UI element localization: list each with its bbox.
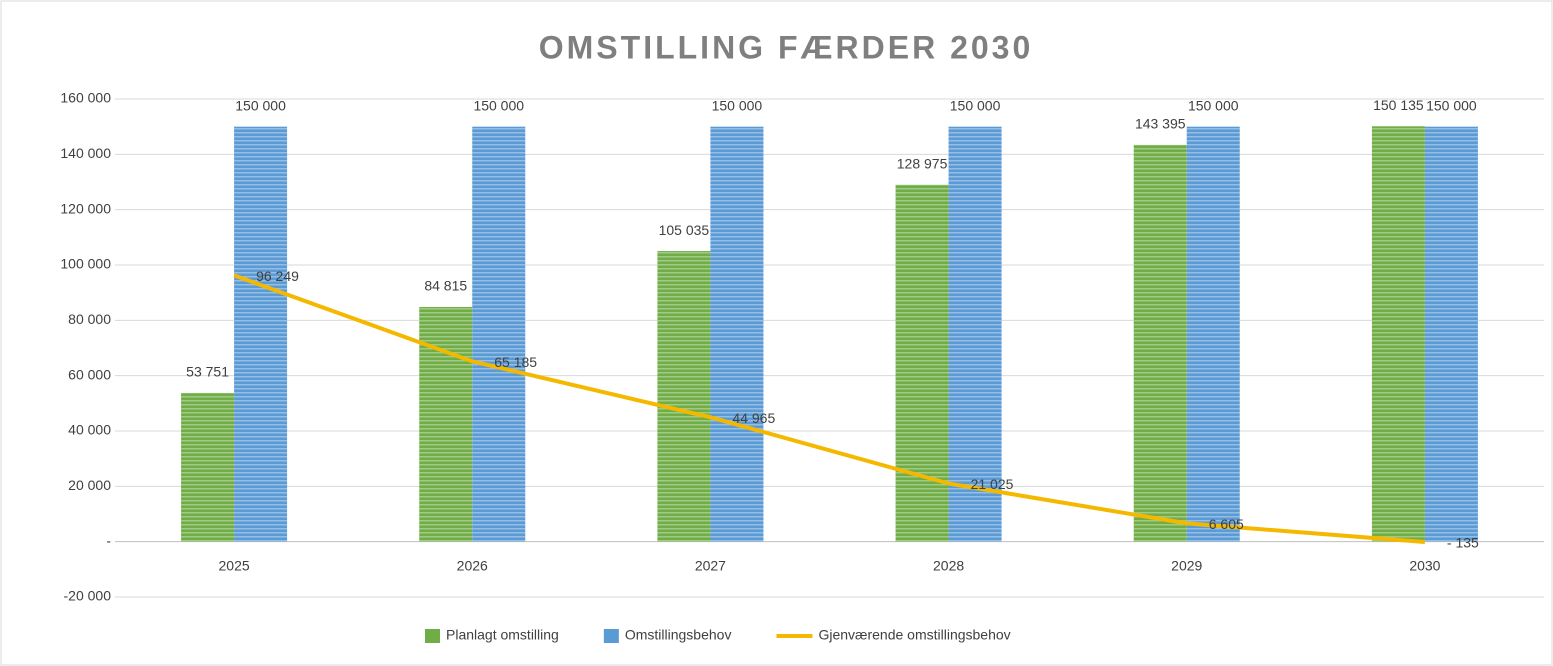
data-label: 143 395	[1135, 116, 1186, 132]
x-tick-label: 2030	[1409, 557, 1440, 573]
data-label: 84 815	[424, 278, 467, 294]
y-tick-label: 160 000	[60, 90, 111, 106]
bar-texture	[419, 307, 473, 542]
legend-swatch	[603, 629, 619, 643]
bar-texture	[1371, 126, 1425, 542]
chart-title: OMSTILLING FÆRDER 2030	[539, 29, 1034, 65]
y-tick-label: 140 000	[60, 145, 111, 161]
bar-texture	[948, 126, 1002, 542]
bar-texture	[234, 126, 288, 542]
data-label: 128 975	[897, 156, 948, 172]
data-label: 65 185	[494, 354, 537, 370]
bar-texture	[1186, 126, 1240, 542]
y-tick-label: -20 000	[64, 588, 112, 604]
y-tick-label: 60 000	[68, 366, 111, 382]
bar-texture	[181, 392, 235, 542]
data-label: 21 025	[971, 476, 1014, 492]
data-label: 150 135	[1373, 97, 1424, 113]
data-label: 150 000	[712, 97, 763, 113]
data-label: 150 000	[235, 97, 286, 113]
bar-texture	[1133, 144, 1187, 542]
y-tick-label: -	[106, 532, 111, 548]
legend-label: Omstillingsbehov	[625, 627, 732, 643]
x-tick-label: 2029	[1171, 557, 1202, 573]
y-tick-label: 120 000	[60, 200, 111, 216]
data-label: 150 000	[1426, 97, 1477, 113]
data-label: 150 000	[950, 97, 1001, 113]
data-label: 96 249	[256, 268, 299, 284]
data-label: 6 605	[1209, 516, 1244, 532]
bar-texture	[895, 184, 949, 542]
x-tick-label: 2025	[219, 557, 250, 573]
data-label: 44 965	[732, 410, 775, 426]
bar-texture	[710, 126, 764, 542]
bar-texture	[1424, 126, 1478, 542]
data-label: - 135	[1447, 535, 1479, 551]
x-tick-label: 2027	[695, 557, 726, 573]
y-tick-label: 20 000	[68, 477, 111, 493]
y-tick-label: 40 000	[68, 422, 111, 438]
data-label: 150 000	[1188, 97, 1239, 113]
data-label: 105 035	[659, 222, 710, 238]
x-tick-label: 2026	[457, 557, 488, 573]
legend-swatch	[425, 629, 440, 643]
legend-label: Planlagt omstilling	[446, 627, 559, 643]
bar-texture	[657, 251, 711, 542]
data-label: 53 751	[186, 364, 229, 380]
y-tick-label: 80 000	[68, 311, 111, 327]
data-label: 150 000	[473, 97, 524, 113]
legend-label: Gjenværende omstillingsbehov	[818, 627, 1010, 643]
y-tick-label: 100 000	[60, 256, 111, 272]
x-tick-label: 2028	[933, 557, 964, 573]
line	[233, 273, 1426, 545]
bar-texture	[472, 126, 526, 542]
